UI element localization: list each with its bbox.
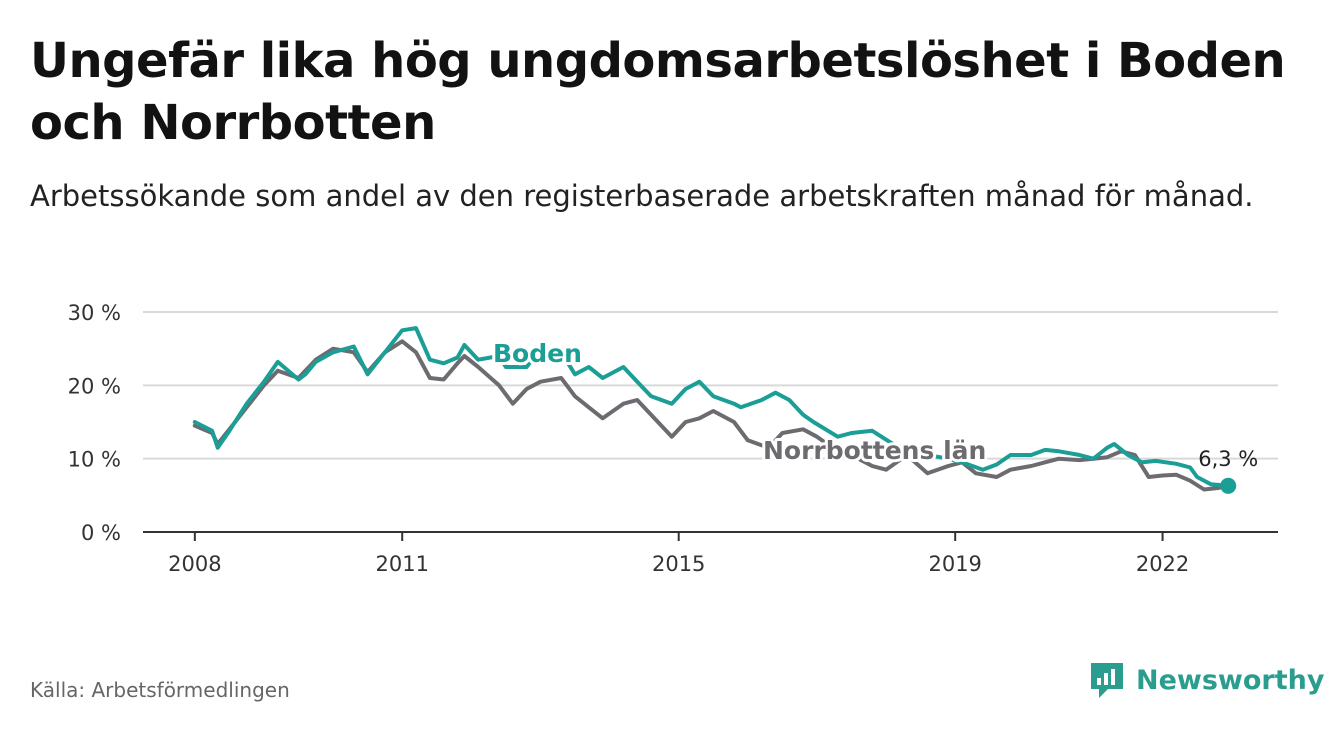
newsworthy-logo-icon xyxy=(1091,663,1123,698)
y-tick-label: 30 % xyxy=(68,301,121,325)
line-chart: 0 % 10 % 20 % 30 % 2008 2011 2015 2019 2022 Bod… xyxy=(68,301,1278,576)
series-lines xyxy=(192,326,1231,492)
end-value-label: 6,3 % xyxy=(1198,447,1258,471)
y-tick-label: 10 % xyxy=(68,448,121,472)
brand-logo[interactable]: Newsworthy xyxy=(1088,660,1324,700)
series-label-boden: Boden xyxy=(493,339,582,368)
chart-title: Ungefär lika hög ungdomsarbetslöshet i B… xyxy=(30,33,1286,151)
x-tick-label: 2015 xyxy=(652,552,705,576)
y-tick-label: 20 % xyxy=(68,374,121,398)
series-label-norrbotten: Norrbottens län xyxy=(763,436,986,465)
series-labels: Boden Norrbottens län 6,3 % xyxy=(490,336,1258,494)
x-axis: 2008 2011 2015 2019 2022 xyxy=(143,531,1278,576)
grid-lines xyxy=(143,311,1278,460)
y-tick-label: 0 % xyxy=(81,521,121,545)
x-tick-label: 2011 xyxy=(375,552,428,576)
series-line-boden xyxy=(192,326,1231,488)
end-point-marker xyxy=(1220,477,1237,494)
series-line-norrbotten xyxy=(192,339,1231,492)
source-note: Källa: Arbetsförmedlingen xyxy=(30,678,290,702)
x-tick-label: 2022 xyxy=(1136,552,1189,576)
chart-subtitle: Arbetssökande som andel av den registerb… xyxy=(30,179,1254,213)
brand-name: Newsworthy xyxy=(1136,664,1325,696)
x-tick-label: 2008 xyxy=(168,552,221,576)
y-axis: 0 % 10 % 20 % 30 % xyxy=(68,301,121,545)
x-tick-label: 2019 xyxy=(928,552,981,576)
